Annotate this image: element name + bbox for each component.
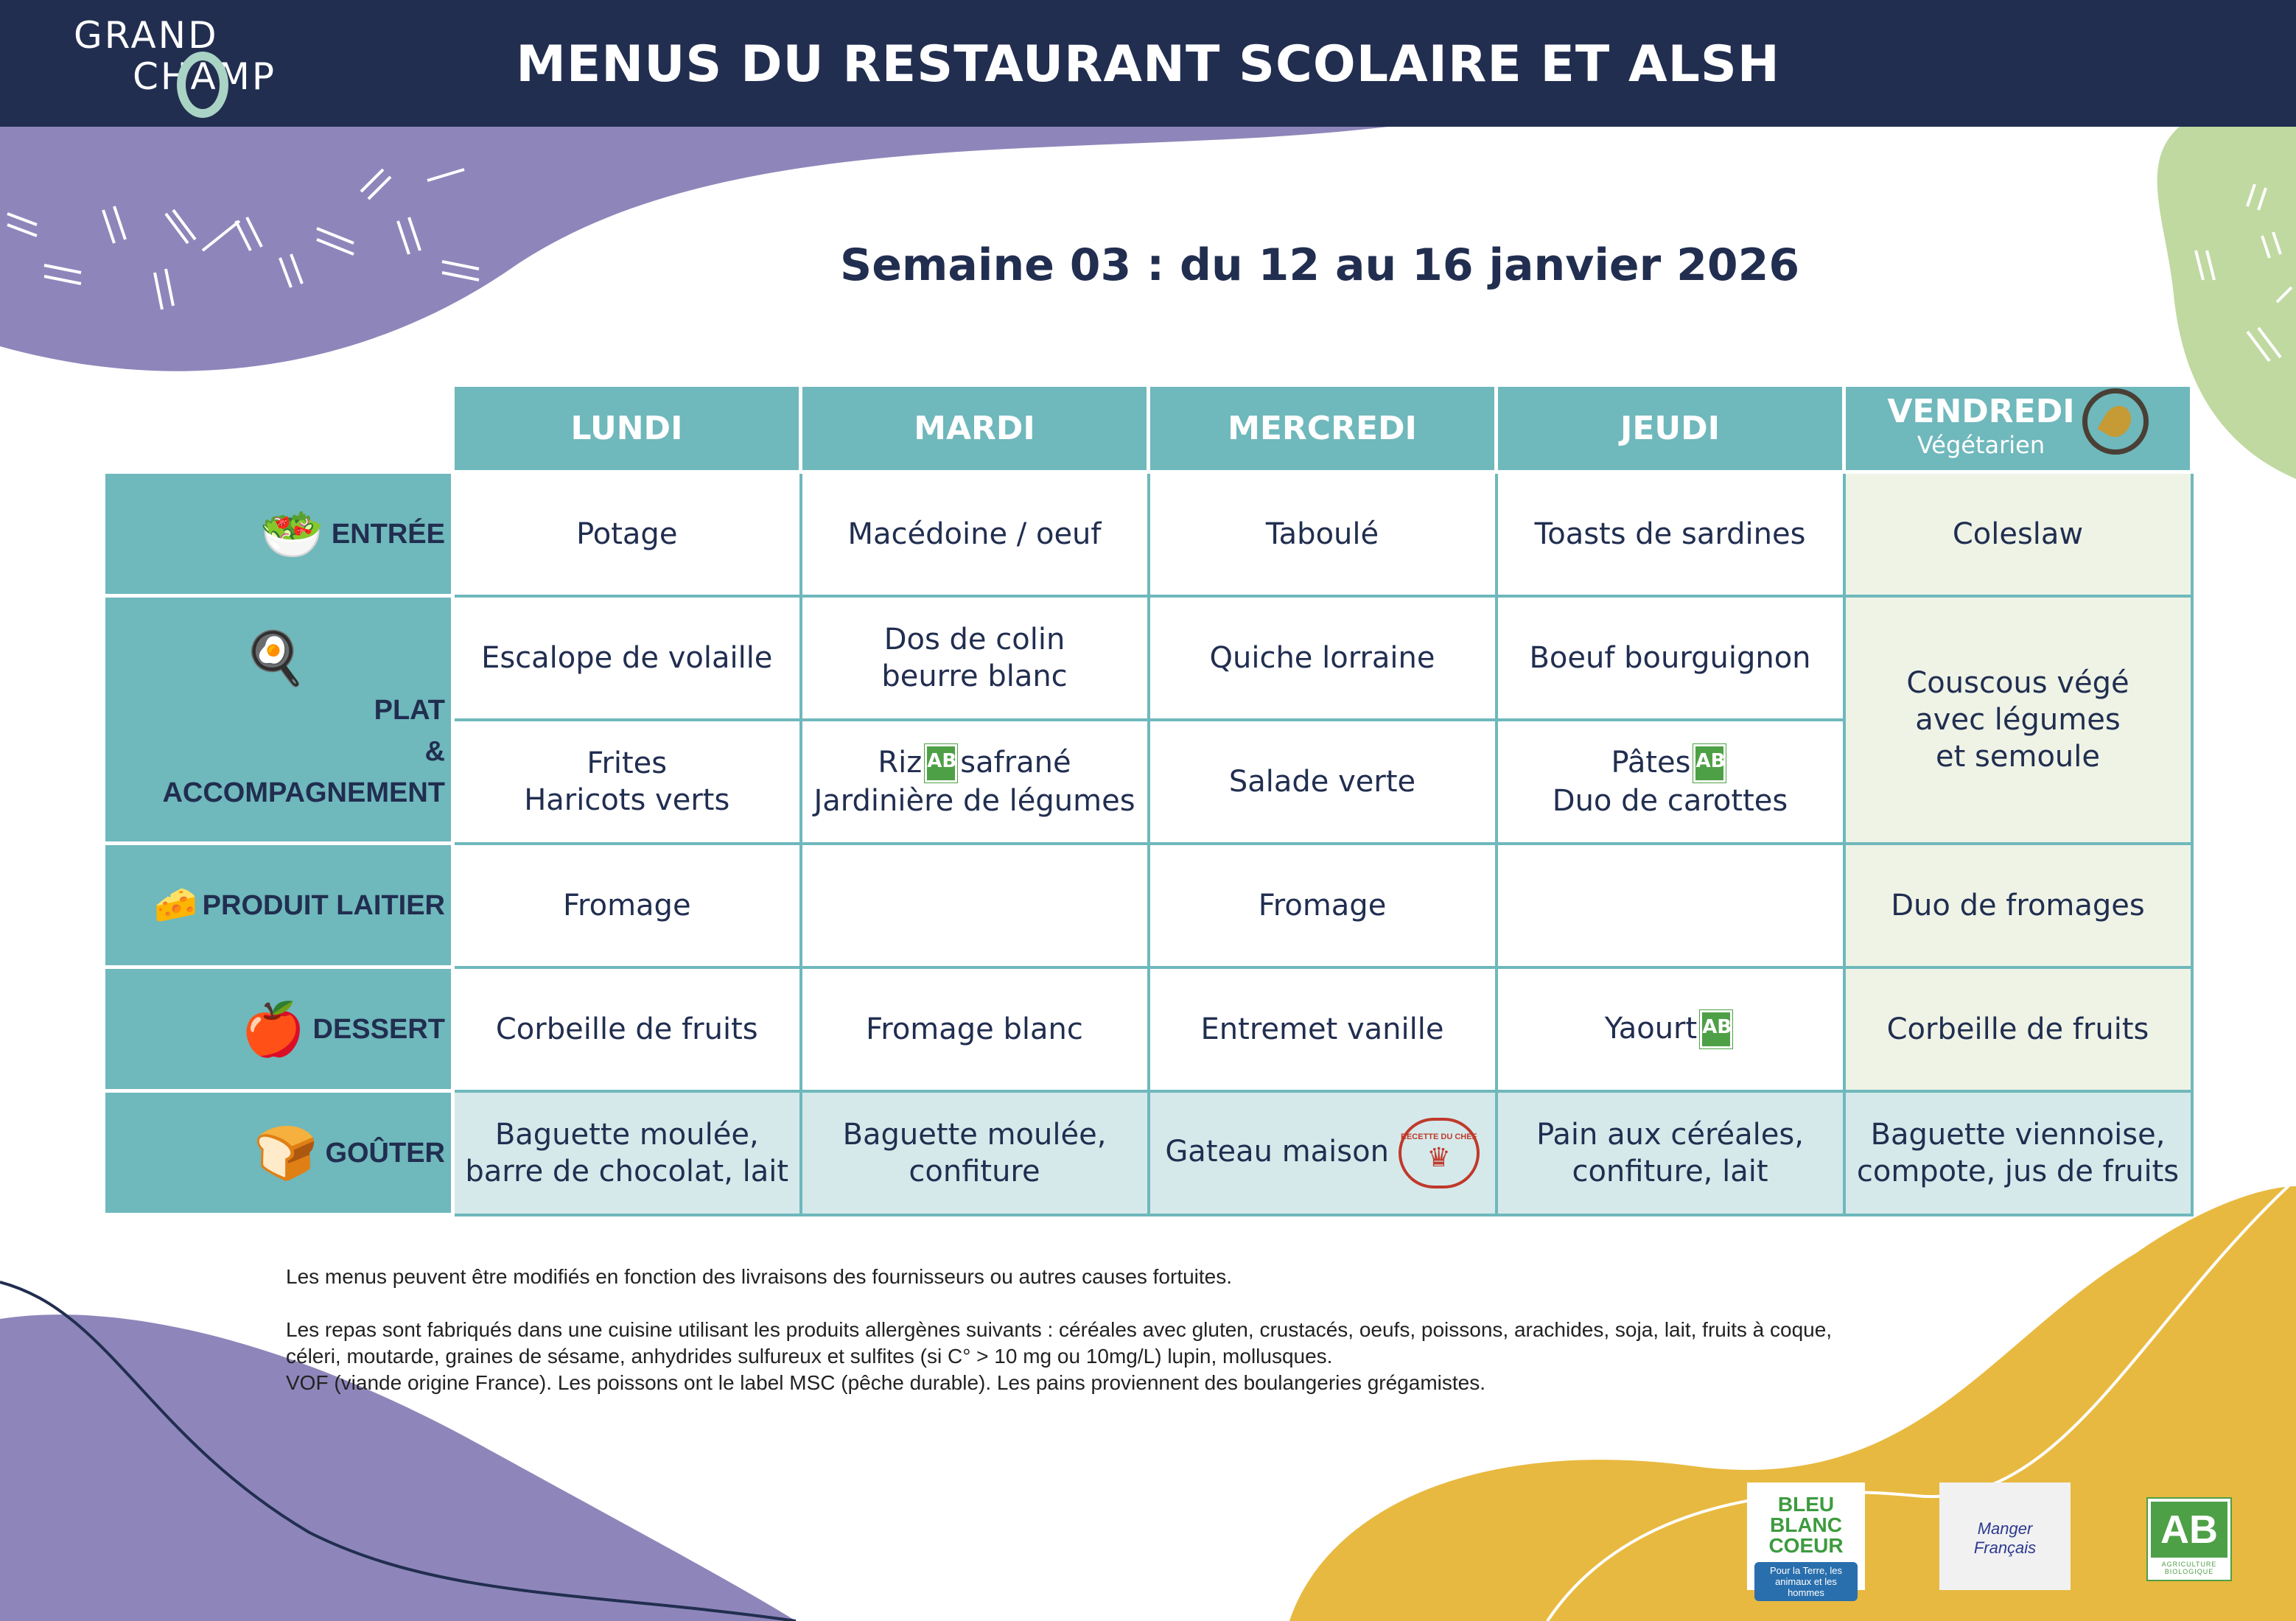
ab-logo-text: AB	[2151, 1502, 2227, 1558]
week-title-text: Semaine 03 : du 12 au 16 janvier 2026	[840, 239, 1800, 291]
menu-cell: Couscous végé avec légumes et semoule	[1842, 594, 2194, 845]
menu-cell: Gateau maison RECETTE DU CHEF ♛	[1147, 1089, 1498, 1216]
dish-text: safrané	[960, 745, 1071, 780]
menu-cell: Baguette viennoise, compote, jus de frui…	[1842, 1089, 2194, 1216]
day-header: LUNDI	[451, 383, 802, 474]
menu-cell: Baguette moulée, barre de chocolat, lait	[451, 1089, 802, 1216]
menu-cell: Pâtes AB Duo de carottes	[1494, 718, 1846, 845]
menu-cell: Salade verte	[1147, 718, 1498, 845]
dish-text: Riz	[878, 745, 923, 780]
day-header-row: LUNDI MARDI MERCREDI JEUDI VENDREDI Végét…	[104, 383, 2194, 474]
bbc-logo-subtext: Pour la Terre, les animaux et les hommes	[1754, 1562, 1858, 1601]
day-header-friday: VENDREDI Végétarien	[1842, 383, 2194, 474]
note: VOF (viande origine France). Les poisson…	[286, 1371, 1486, 1394]
organic-ab-icon: AB	[1693, 743, 1727, 783]
toast-bread-icon: 🍞	[253, 1124, 318, 1182]
menu-cell: Coleslaw	[1842, 470, 2194, 598]
menu-cell: Escalope de volaille	[451, 594, 802, 721]
friday-subtitle: Végétarien	[1917, 431, 2045, 459]
dish-text: Jardinière de légumes	[813, 783, 1135, 818]
bleu-blanc-coeur-logo: BLEU BLANC COEUR Pour la Terre, les anim…	[1747, 1482, 1865, 1601]
row-label: 🍳 PLAT & ACCOMPAGNEMENT	[102, 594, 455, 845]
table-row-gouter: 🍞 GOÛTER Baguette moulée, barre de chocol…	[102, 1089, 2194, 1216]
chef-recipe-badge: RECETTE DU CHEF ♛	[1398, 1117, 1480, 1188]
row-label-text: GOÛTER	[325, 1137, 445, 1169]
day-header: JEUDI	[1494, 383, 1846, 474]
menu-cell: Duo de fromages	[1842, 841, 2194, 969]
menu-cell: Toasts de sardines	[1494, 470, 1846, 598]
mf-logo-text: Manger Français	[1973, 1519, 2037, 1557]
row-label-text: DESSERT	[312, 1013, 445, 1045]
grand-champ-logo: GRAND CHAMP	[74, 14, 295, 118]
menu-cell	[799, 841, 1150, 969]
menu-cell: Entremet vanille	[1147, 965, 1498, 1093]
row-label-text: ACCOMPAGNEMENT	[162, 777, 445, 808]
dish-text: Pâtes	[1611, 745, 1691, 780]
row-label-text: PLAT	[374, 694, 445, 726]
row-label-text: PRODUIT LAITIER	[202, 889, 445, 921]
menu-cell: Potage	[451, 470, 802, 598]
table-row-dessert: 🍎 DESSERT Corbeille de fruits Fromage bla…	[102, 965, 2194, 1093]
ab-logo-subtext: AGRICULTURE BIOLOGIQUE	[2161, 1561, 2217, 1575]
menu-cell: Fromage	[451, 841, 802, 969]
corner	[104, 385, 453, 472]
menu-cell: Corbeille de fruits	[451, 965, 802, 1093]
day-header: MERCREDI	[1147, 383, 1498, 474]
menu-cell: Pain aux céréales, confiture, lait	[1494, 1089, 1846, 1216]
dish-text: Yaourt	[1604, 1011, 1698, 1046]
salad-bowl-icon: 🥗	[259, 505, 324, 563]
logo-line-1: GRAND	[74, 14, 219, 57]
menu-cell: Riz AB safrané Jardinière de légumes	[799, 718, 1150, 845]
menu-cell: Boeuf bourguignon	[1494, 594, 1846, 721]
row-label: 🍞 GOÛTER	[102, 1089, 455, 1216]
chef-hat-icon: ♛	[1427, 1142, 1451, 1173]
table-row-entree: 🥗 ENTRÉE Potage Macédoine / oeuf Taboulé …	[102, 470, 2194, 598]
bbc-logo-text: BLEU BLANC COEUR	[1768, 1493, 1844, 1557]
chef-badge-text: RECETTE DU CHEF	[1401, 1132, 1477, 1141]
dish-text: Duo de carottes	[1552, 783, 1788, 818]
menu-cell: Yaourt AB	[1494, 965, 1846, 1093]
milk-cheese-icon: 🧀	[153, 885, 198, 925]
week-title: Semaine 03 : du 12 au 16 janvier 2026	[0, 239, 2296, 291]
footnotes: Les menus peuvent être modifiés en fonct…	[286, 1264, 1892, 1396]
menu-cell: Macédoine / oeuf	[799, 470, 1150, 598]
menu-cell: Taboulé	[1147, 470, 1498, 598]
agriculture-biologique-logo: AB AGRICULTURE BIOLOGIQUE	[2146, 1497, 2232, 1581]
organic-ab-icon: AB	[924, 743, 959, 783]
manger-francais-logo: Manger Français	[1939, 1482, 2071, 1590]
table-row-accompagnement: Frites Haricots verts Riz AB safrané Jardin…	[104, 718, 2192, 845]
row-label: 🥗 ENTRÉE	[102, 470, 455, 598]
day-name: VENDREDI	[1887, 393, 2075, 430]
header-bar: GRAND CHAMP MENUS DU RESTAURANT SCOLAIRE…	[0, 0, 2296, 127]
row-label-text: ENTRÉE	[331, 518, 445, 550]
table-row-plat: 🍳 PLAT & ACCOMPAGNEMENT Escalope de volaill…	[102, 594, 2194, 845]
plate-egg-icon: 🍳	[242, 629, 308, 687]
note: Les menus peuvent être modifiés en fonct…	[286, 1265, 1233, 1288]
menu-cell: Fromage	[1147, 841, 1498, 969]
note: Les repas sont fabriqués dans une cuisin…	[286, 1318, 1833, 1368]
page-title: MENUS DU RESTAURANT SCOLAIRE ET ALSH	[516, 35, 1780, 94]
organic-ab-icon: AB	[1699, 1009, 1734, 1049]
day-header: MARDI	[799, 383, 1150, 474]
menu-cell: Dos de colin beurre blanc	[799, 594, 1150, 721]
vegetarian-leaf-icon	[2082, 388, 2149, 455]
menu-cell: Fromage blanc	[799, 965, 1150, 1093]
row-label-text: &	[424, 735, 445, 767]
menu-cell: Corbeille de fruits	[1842, 965, 2194, 1093]
menu-cell	[1494, 841, 1846, 969]
menu-cell: Quiche lorraine	[1147, 594, 1498, 721]
row-label: 🍎 DESSERT	[102, 965, 455, 1093]
row-label: 🧀 PRODUIT LAITIER	[102, 841, 455, 969]
table-row-laitier: 🧀 PRODUIT LAITIER Fromage Fromage Duo de …	[102, 841, 2194, 969]
menu-cell: Frites Haricots verts	[451, 718, 802, 845]
fruits-icon: 🍎	[241, 1000, 306, 1058]
menu-table: LUNDI MARDI MERCREDI JEUDI VENDREDI Végét…	[102, 383, 2194, 1216]
menu-cell: Baguette moulée, confiture	[799, 1089, 1150, 1216]
dish-text: Gateau maison	[1165, 1134, 1389, 1169]
